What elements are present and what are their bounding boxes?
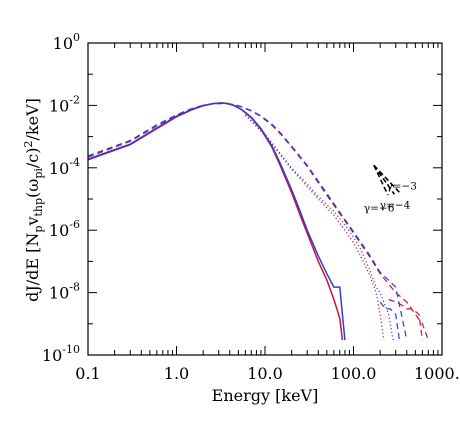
x-tick-label: 1000.0 — [414, 364, 460, 383]
series-line-2 — [87, 102, 346, 341]
x-tick-label: 1.0 — [164, 364, 189, 383]
y-axis-label: dJ/dE [Npvthp(ωpi/c)2/keV] — [22, 98, 45, 302]
series-line-5 — [87, 102, 429, 341]
plot-lines — [87, 102, 429, 341]
series-line-7 — [388, 298, 423, 341]
series-line-3 — [244, 114, 385, 341]
reference-lines — [373, 164, 400, 196]
reference-line-3 — [373, 164, 389, 196]
series-line-6 — [87, 102, 408, 341]
series-line-8 — [379, 301, 400, 341]
y-tick-label: 100 — [53, 31, 80, 53]
y-tick-label: 10-10 — [42, 343, 80, 365]
y-tick-label: 10-8 — [49, 281, 80, 303]
x-tick-label: 0.1 — [75, 364, 100, 383]
x-tick-label: 100.0 — [331, 364, 377, 383]
axis-ticks — [87, 42, 443, 356]
slope-annotation: γ=−4 — [380, 199, 411, 211]
y-tick-label: 10-6 — [49, 218, 80, 240]
annotations: γ=−3 γ=−4γ=−6 — [364, 181, 417, 215]
slope-annotation: γ=−3 — [386, 181, 417, 193]
x-tick-label: 10.0 — [247, 364, 283, 383]
y-tick-label: 10-2 — [49, 93, 80, 115]
x-axis-label: Energy [keV] — [212, 386, 319, 405]
tick-labels: 0.1 1.0 10.0 100.0 1000.0 10-10 10-8 10-6 10-4 10… — [42, 31, 460, 383]
y-tick-label: 10-4 — [49, 156, 80, 178]
slope-annotation: γ=−6 — [364, 202, 395, 214]
reference-line-1 — [373, 164, 400, 193]
reference-line-2 — [373, 164, 396, 195]
series-line-4 — [244, 114, 394, 341]
